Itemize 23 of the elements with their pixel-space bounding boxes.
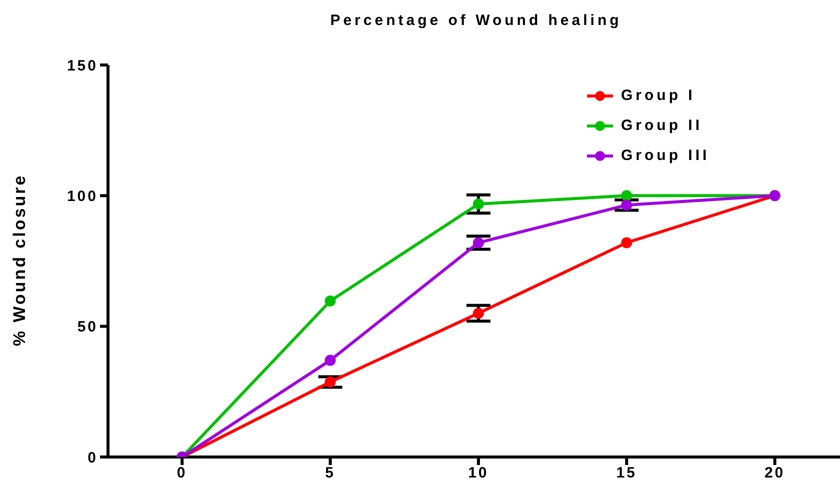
chart-title: Percentage of Wound healing: [329, 12, 623, 29]
point: [324, 376, 336, 388]
point: [472, 237, 484, 248]
y-tick-label: 100: [66, 188, 98, 205]
legend-label: Group II: [621, 116, 702, 136]
y-tick-label: 150: [66, 57, 98, 74]
y-axis-title: % Wound closure: [10, 174, 30, 346]
point: [472, 198, 484, 210]
point: [621, 237, 632, 248]
x-tick-label: 15: [616, 464, 637, 482]
point: [621, 190, 632, 202]
legend-label: Group III: [621, 146, 710, 166]
y-tick-label: 0: [88, 449, 98, 466]
point: [324, 354, 336, 366]
x-tick-label: 10: [468, 464, 489, 482]
point: [472, 308, 484, 319]
x-tick-label: 20: [764, 464, 786, 482]
legend-label: Group I: [621, 86, 696, 106]
point: [324, 295, 336, 306]
x-tick-label: 5: [325, 464, 336, 482]
x-tick-label: 0: [176, 464, 188, 482]
point: [621, 200, 632, 211]
y-tick-label: 50: [77, 318, 98, 336]
